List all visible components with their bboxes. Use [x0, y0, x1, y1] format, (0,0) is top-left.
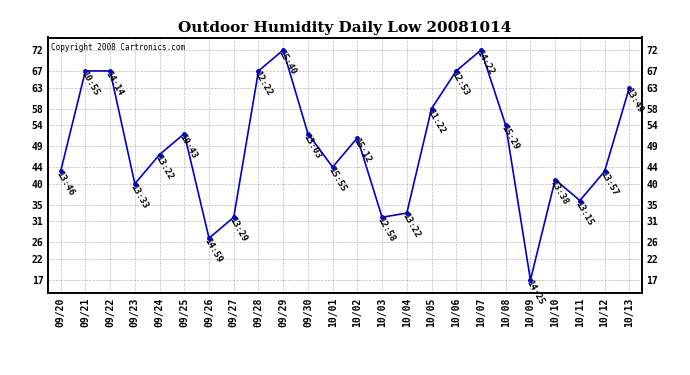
Text: 13:33: 13:33 — [128, 182, 150, 210]
Text: 13:38: 13:38 — [549, 178, 570, 206]
Text: 13:22: 13:22 — [400, 211, 422, 240]
Text: 14:59: 14:59 — [203, 237, 224, 264]
Text: 15:55: 15:55 — [326, 166, 348, 194]
Text: 14:14: 14:14 — [104, 69, 125, 98]
Text: 11:22: 11:22 — [425, 107, 446, 135]
Text: 10:43: 10:43 — [178, 132, 199, 160]
Text: 12:22: 12:22 — [252, 69, 273, 98]
Text: 13:49: 13:49 — [623, 86, 644, 114]
Text: 15:40: 15:40 — [277, 49, 298, 76]
Text: 15:12: 15:12 — [351, 136, 372, 164]
Text: 15:29: 15:29 — [500, 124, 520, 152]
Title: Outdoor Humidity Daily Low 20081014: Outdoor Humidity Daily Low 20081014 — [178, 21, 512, 35]
Text: 13:22: 13:22 — [153, 153, 175, 181]
Text: 13:15: 13:15 — [573, 199, 595, 227]
Text: 13:03: 13:03 — [302, 132, 323, 160]
Text: 12:53: 12:53 — [450, 69, 471, 98]
Text: 13:46: 13:46 — [55, 170, 75, 198]
Text: 10:55: 10:55 — [79, 69, 100, 98]
Text: 13:29: 13:29 — [227, 216, 248, 244]
Text: Copyright 2008 Cartronics.com: Copyright 2008 Cartronics.com — [51, 43, 186, 52]
Text: 12:58: 12:58 — [375, 216, 397, 244]
Text: 14:22: 14:22 — [475, 49, 496, 76]
Text: 13:57: 13:57 — [598, 170, 620, 198]
Text: 14:25: 14:25 — [524, 279, 545, 306]
